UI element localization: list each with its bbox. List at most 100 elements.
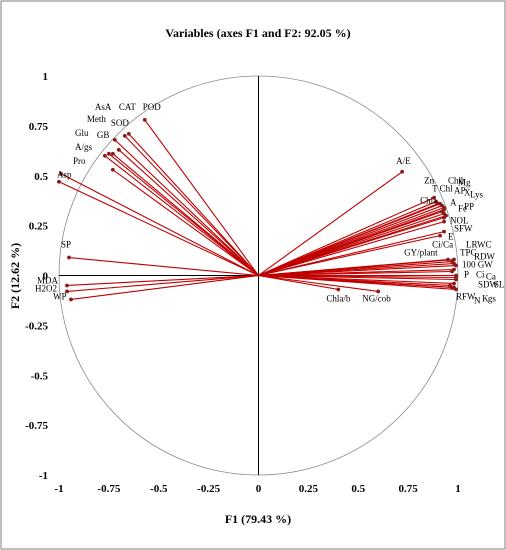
variable-label: SDW (478, 279, 499, 289)
variable-label: T Chl (432, 184, 453, 194)
variable-label: RDW (474, 252, 496, 262)
variable-vector (66, 274, 259, 287)
variable-label: Ci (476, 269, 485, 279)
variable-point (126, 131, 131, 136)
x-tick-label: 0.25 (299, 483, 319, 495)
variable-label: GB (97, 130, 110, 140)
variable-label: Lys (470, 190, 484, 200)
variable-vector (70, 274, 259, 300)
variable-point (442, 219, 446, 224)
variable-vector (258, 274, 379, 293)
x-tick-label: -0.25 (197, 483, 220, 495)
variable-point (438, 233, 442, 238)
y-tick-label: -0.5 (31, 370, 49, 382)
variable-point (57, 179, 61, 184)
variable-label: A/gs (75, 142, 93, 152)
variable-label: SOD (111, 118, 130, 128)
variable-point (454, 287, 458, 292)
x-tick-label: 0.75 (399, 483, 419, 495)
variable-point (67, 255, 71, 260)
variable-label: Mg (458, 178, 471, 188)
variable-vector (60, 173, 259, 276)
variable-label: H2O2 (35, 283, 57, 293)
x-tick-label: -0.5 (150, 483, 168, 495)
variable-label: X (464, 188, 471, 198)
variable-label: WP (53, 291, 67, 301)
variable-point (112, 137, 117, 142)
variable-vector (118, 149, 259, 276)
variable-point (454, 277, 458, 282)
variable-point (446, 257, 450, 262)
variable-point (65, 283, 69, 288)
variable-point (376, 289, 381, 294)
variable-vector (68, 256, 259, 277)
variable-point (432, 195, 436, 200)
variable-point (110, 151, 115, 156)
variable-point (454, 263, 458, 268)
variable-label: POD (143, 102, 162, 112)
variable-label: K (482, 293, 489, 303)
y-axis-title: F2 (12.62 %) (8, 243, 22, 309)
variable-label: RFW (456, 291, 476, 301)
y-tick-label: 0.5 (34, 171, 48, 183)
variable-label: AP (454, 186, 466, 196)
variable-label: A (450, 198, 457, 208)
y-tick-label: 1 (43, 71, 49, 83)
variable-vector (258, 274, 457, 281)
y-tick-label: 0.25 (29, 221, 49, 233)
variable-point (110, 167, 115, 172)
variable-label: Chla/b (326, 293, 350, 303)
x-tick-label: 0 (256, 483, 262, 495)
variable-label: Ci/Ca (432, 240, 453, 250)
variable-label: CAT (119, 102, 137, 112)
chart-title: Variables (axes F1 and F2: 92.05 %) (165, 26, 350, 40)
variable-point (452, 281, 456, 286)
variable-vector (258, 235, 441, 277)
variable-vector (258, 197, 435, 277)
variable-point (142, 117, 147, 122)
y-tick-label: -1 (39, 470, 48, 482)
variable-label: Meth (87, 114, 106, 124)
y-tick-label: 0.75 (29, 121, 49, 133)
x-tick-label: 1 (455, 483, 461, 495)
variable-point (65, 289, 69, 294)
variable-point (442, 215, 446, 220)
variable-point (400, 169, 405, 174)
variable-vector (258, 217, 445, 277)
variable-label: NG/cob (362, 293, 391, 303)
variable-label: E (448, 232, 454, 242)
variable-label: Glu (75, 128, 89, 138)
variable-vector (258, 258, 449, 277)
variable-vector (258, 171, 403, 276)
variable-vector (144, 119, 259, 276)
variable-point (450, 269, 454, 274)
variable-point (106, 151, 111, 156)
variable-label: PP (464, 202, 474, 212)
variable-label: TPC (460, 248, 477, 258)
axes-layer: -1 -0.75 -0.5 -0.25 0 0.25 0.5 0.75 1 1 0.75 0.5 0.2… (25, 71, 461, 495)
variable-vector (258, 221, 445, 277)
variable-vector (258, 270, 453, 277)
variable-vector (58, 181, 259, 276)
variable-label: 100 GW (462, 260, 493, 270)
variable-label: Chla (420, 196, 437, 206)
variable-vector (128, 133, 259, 276)
variable-label: gs (488, 293, 497, 303)
variable-label: Pro (73, 156, 86, 166)
variable-label: GY/plant (404, 248, 438, 258)
variable-point (59, 171, 63, 176)
variable-vector (112, 169, 259, 276)
y-tick-label: -0.75 (25, 420, 48, 432)
variable-point (336, 287, 341, 292)
variable-point (102, 153, 107, 158)
variable-label: Ca (486, 271, 496, 281)
variable-label: SL (494, 279, 505, 289)
variable-label: N (474, 295, 481, 305)
x-tick-label: 0.5 (351, 483, 365, 495)
variable-label: P (464, 269, 469, 279)
variable-label: SFW (454, 224, 473, 234)
variable-point (122, 133, 127, 138)
variable-label: Chlb (448, 176, 466, 186)
